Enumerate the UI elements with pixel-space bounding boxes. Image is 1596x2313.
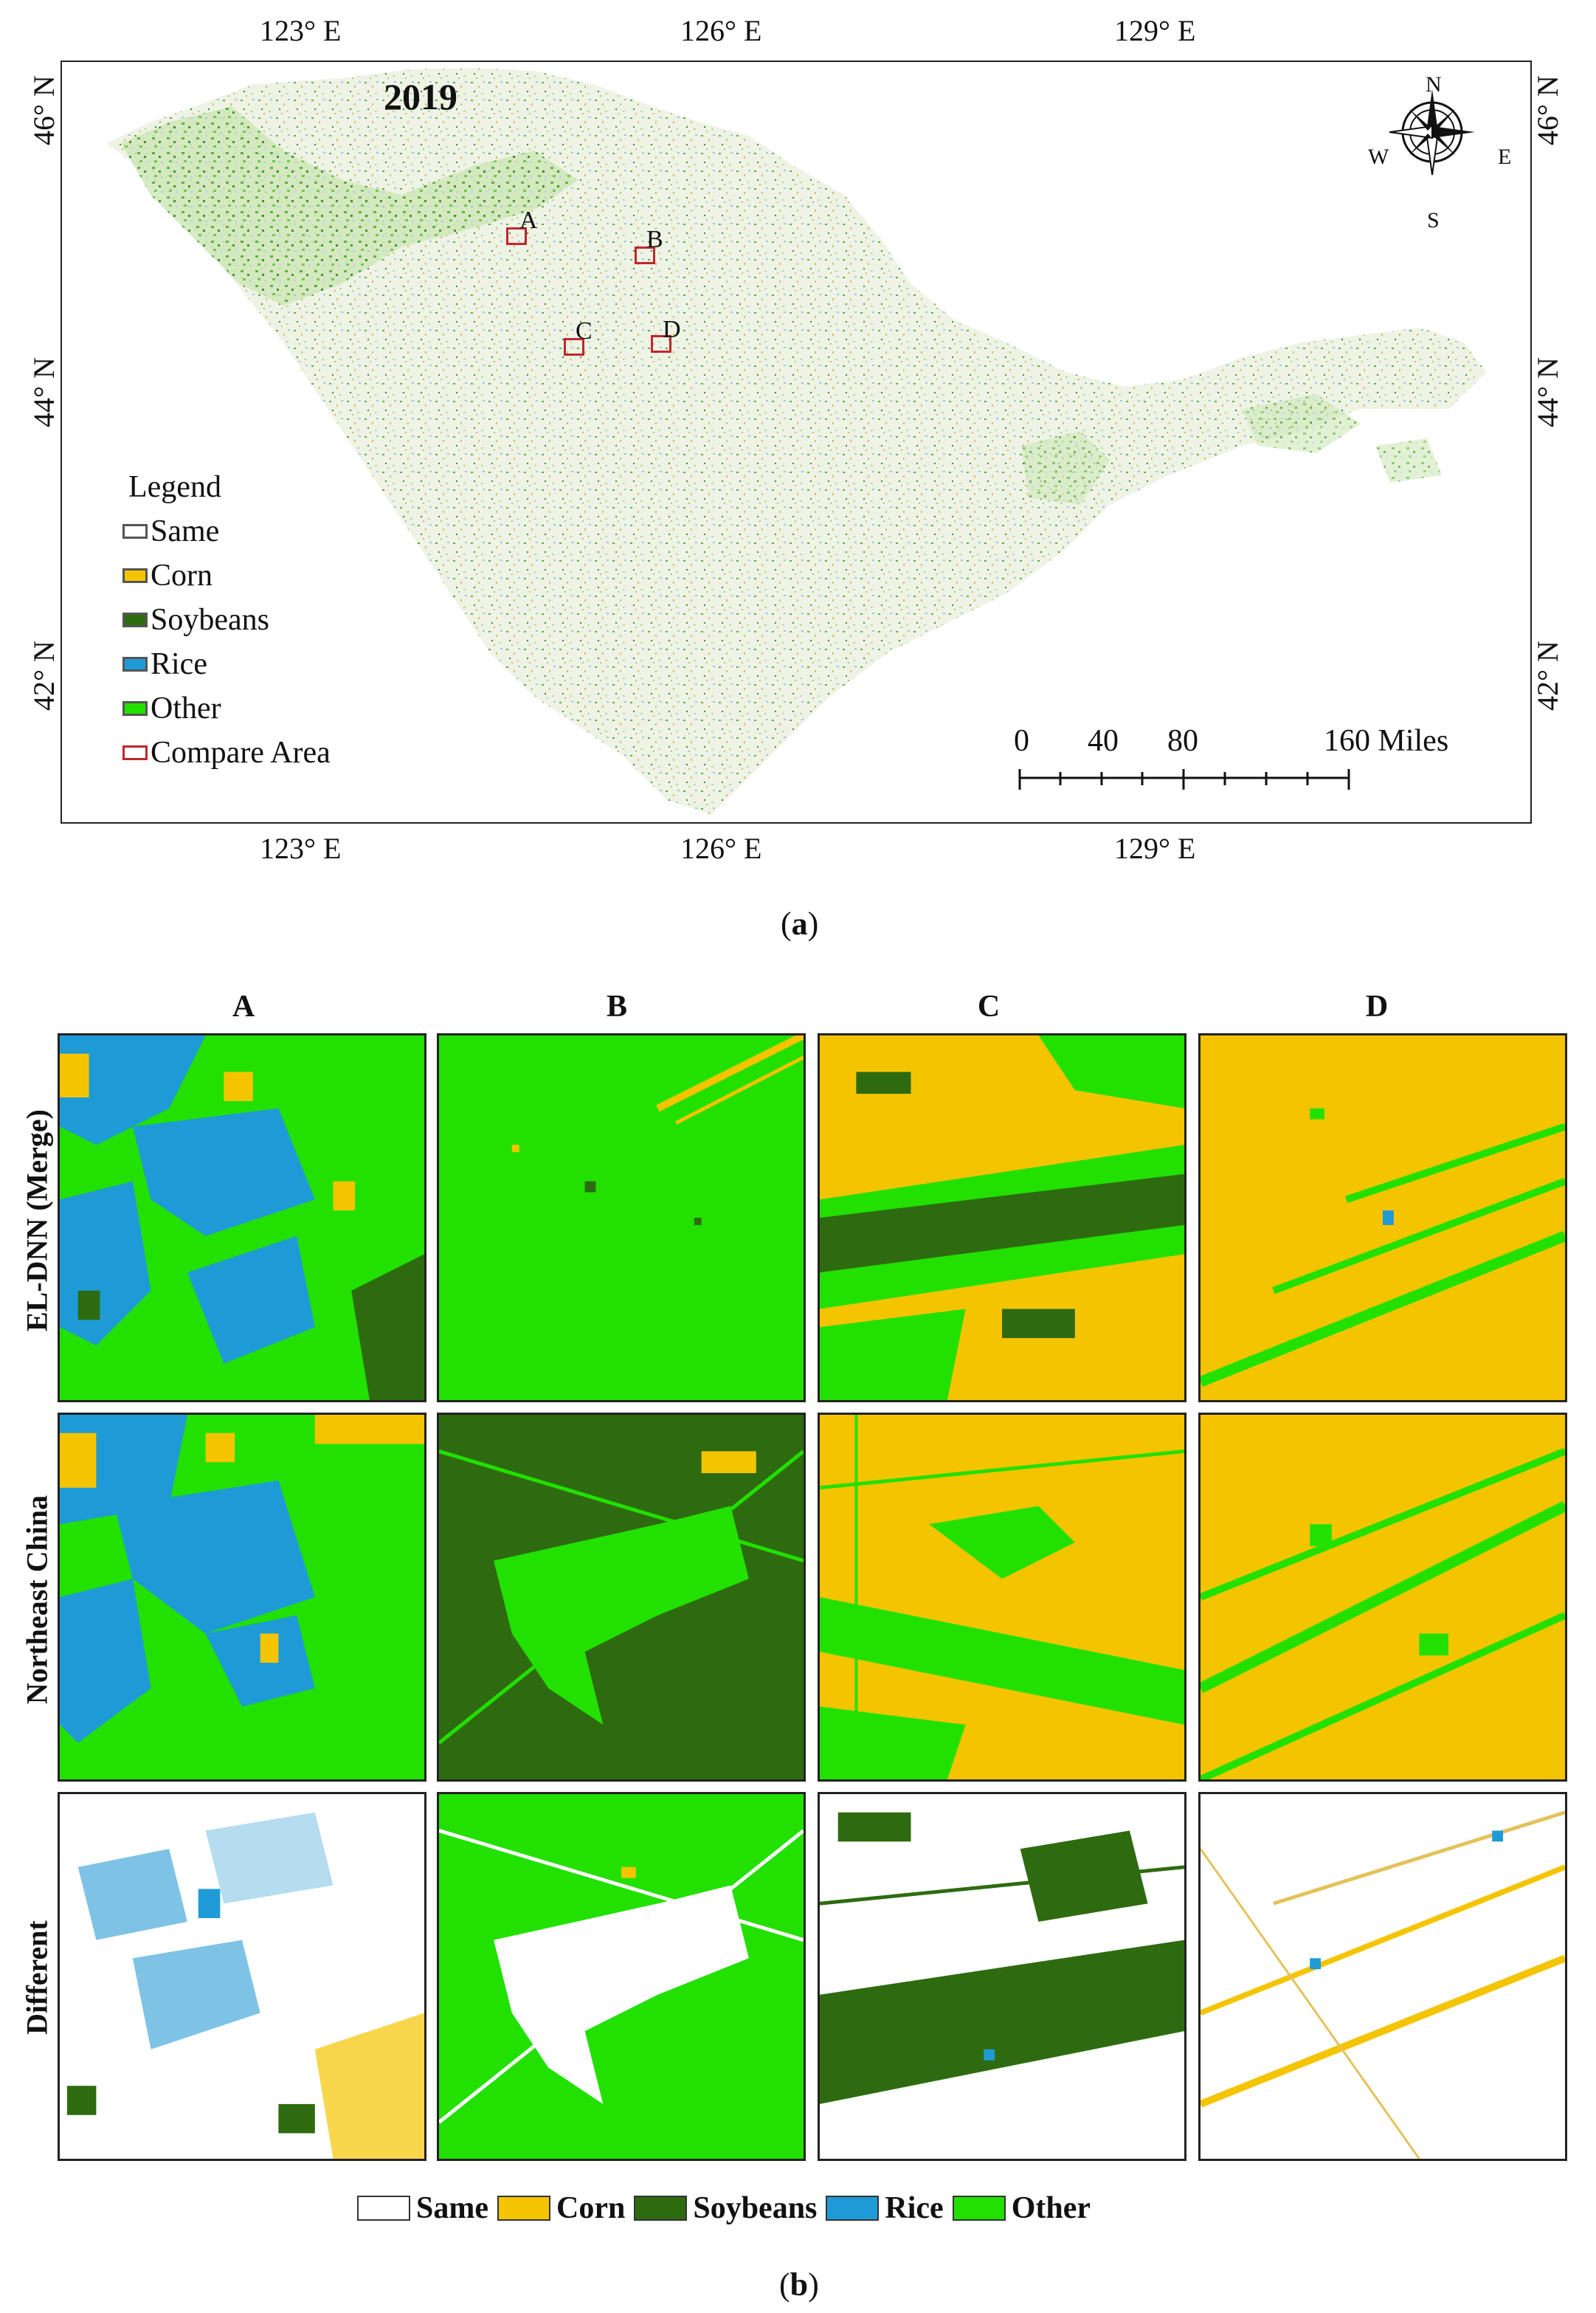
- comparison-legend: Same Corn Soybeans Rice Other: [357, 2190, 1099, 2226]
- legend-swatch-compare-area: [122, 745, 148, 760]
- compass-w-label: W: [1368, 145, 1389, 169]
- eastern-patch-1: [1021, 431, 1110, 505]
- comparison-legend-same: Same: [357, 2190, 488, 2226]
- comparison-legend-label-same: Same: [416, 2191, 488, 2225]
- legend-swatch-corn: [122, 568, 148, 583]
- eastern-patch-3: [1375, 438, 1442, 483]
- western-green-band: [121, 106, 578, 306]
- legend-swatch-rice: [122, 657, 148, 672]
- comparison-swatch-rice: [826, 2196, 880, 2221]
- right-lat-label-42: 42° N: [1530, 641, 1564, 711]
- panel-d-northeast-china: [1198, 1413, 1567, 1782]
- row-header-different: Different: [20, 1920, 54, 2035]
- legend-label-other: Other: [151, 692, 221, 725]
- legend-swatch-soybeans: [122, 613, 148, 627]
- legend-swatch-other: [122, 701, 148, 716]
- left-lat-label-42: 42° N: [27, 641, 61, 711]
- column-header-d: D: [1365, 990, 1389, 1024]
- legend-title: Legend: [128, 470, 221, 504]
- legend-label-corn: Corn: [151, 559, 213, 593]
- top-lon-label-123: 123° E: [260, 14, 342, 47]
- comparison-legend-corn: Corn: [497, 2190, 625, 2226]
- bottom-lon-label-129: 129° E: [1114, 832, 1196, 865]
- right-lat-label-46: 46° N: [1530, 75, 1564, 145]
- comparison-legend-label-corn: Corn: [556, 2191, 626, 2225]
- column-header-c: C: [977, 990, 1001, 1024]
- legend-item-corn: Corn: [122, 558, 213, 593]
- eastern-patch-2: [1243, 394, 1361, 453]
- panel-b-northeast-china: [437, 1413, 806, 1782]
- panel-b-different: [437, 1792, 806, 2161]
- compass-s-label: S: [1427, 208, 1440, 232]
- caption-b: (b): [779, 2267, 819, 2303]
- legend-item-compare-area: Compare Area: [122, 735, 331, 771]
- map-year: 2019: [384, 76, 457, 117]
- legend-label-same: Same: [151, 514, 220, 548]
- compare-area-d-label: D: [663, 316, 681, 343]
- top-lon-label-126: 126° E: [680, 14, 762, 47]
- comparison-legend-rice: Rice: [826, 2190, 944, 2226]
- panel-c-northeast-china: [818, 1413, 1186, 1782]
- right-lat-label-44: 44° N: [1530, 357, 1564, 427]
- legend-item-rice: Rice: [122, 647, 207, 682]
- compare-area-a: [506, 227, 527, 245]
- legend-label-rice: Rice: [151, 647, 207, 681]
- bottom-lon-label-123: 123° E: [260, 832, 342, 865]
- scale-label-80: 80: [1167, 724, 1198, 758]
- compare-area-a-label: A: [519, 207, 538, 234]
- panel-d-el-dnn: [1198, 1033, 1567, 1402]
- left-lat-label-46: 46° N: [27, 75, 61, 145]
- bottom-lon-label-126: 126° E: [680, 832, 762, 865]
- compass-rose-icon: [1389, 89, 1475, 176]
- panel-c-el-dnn: [818, 1033, 1186, 1402]
- compare-area-c-label: C: [576, 317, 593, 345]
- legend-item-soybeans: Soybeans: [122, 602, 269, 638]
- comparison-swatch-soybeans: [634, 2196, 688, 2221]
- legend-swatch-same: [122, 524, 148, 539]
- legend-label-soybeans: Soybeans: [151, 603, 269, 637]
- compare-area-d: [651, 335, 671, 353]
- scale-label-160: 160 Miles: [1324, 724, 1449, 758]
- comparison-swatch-corn: [497, 2196, 550, 2221]
- panel-a-different: [58, 1792, 426, 2161]
- scale-label-40: 40: [1088, 724, 1119, 758]
- comparison-legend-other: Other: [952, 2190, 1091, 2226]
- compare-area-b-label: B: [646, 226, 663, 253]
- comparison-swatch-other: [952, 2196, 1006, 2221]
- comparison-legend-label-other: Other: [1011, 2191, 1091, 2225]
- caption-a: (a): [781, 906, 819, 942]
- column-header-a: A: [232, 990, 255, 1024]
- legend-item-same: Same: [122, 514, 219, 549]
- panel-a-northeast-china: [58, 1413, 426, 1782]
- comparison-legend-label-soybeans: Soybeans: [693, 2191, 818, 2225]
- panel-c-different: [818, 1792, 1186, 2161]
- compare-area-c: [564, 338, 584, 356]
- panel-b-el-dnn: [437, 1033, 806, 1402]
- comparison-legend-label-rice: Rice: [885, 2191, 944, 2225]
- left-lat-label-44: 44° N: [27, 357, 61, 427]
- compass-n-label: N: [1426, 72, 1442, 97]
- comparison-swatch-same: [357, 2196, 410, 2221]
- overview-map: 2019 N S E W A B C D Legend Same Corn So…: [61, 61, 1532, 824]
- top-lon-label-129: 129° E: [1114, 14, 1196, 47]
- panel-d-different: [1198, 1792, 1567, 2161]
- compass-e-label: E: [1498, 145, 1512, 169]
- compare-area-b: [635, 247, 655, 264]
- legend-label-compare-area: Compare Area: [151, 736, 331, 770]
- legend-item-other: Other: [122, 691, 221, 726]
- row-header-el-dnn: EL-DNN (Merge): [20, 1109, 54, 1331]
- comparison-legend-soybeans: Soybeans: [634, 2190, 817, 2226]
- scale-label-0: 0: [1014, 724, 1029, 758]
- panel-a-el-dnn: [58, 1033, 426, 1402]
- column-header-b: B: [606, 990, 627, 1024]
- scale-bar: [1018, 769, 1350, 790]
- jilin-region: [106, 68, 1486, 815]
- region-map: [106, 68, 1486, 815]
- row-header-northeast-china: Northeast China: [20, 1495, 54, 1705]
